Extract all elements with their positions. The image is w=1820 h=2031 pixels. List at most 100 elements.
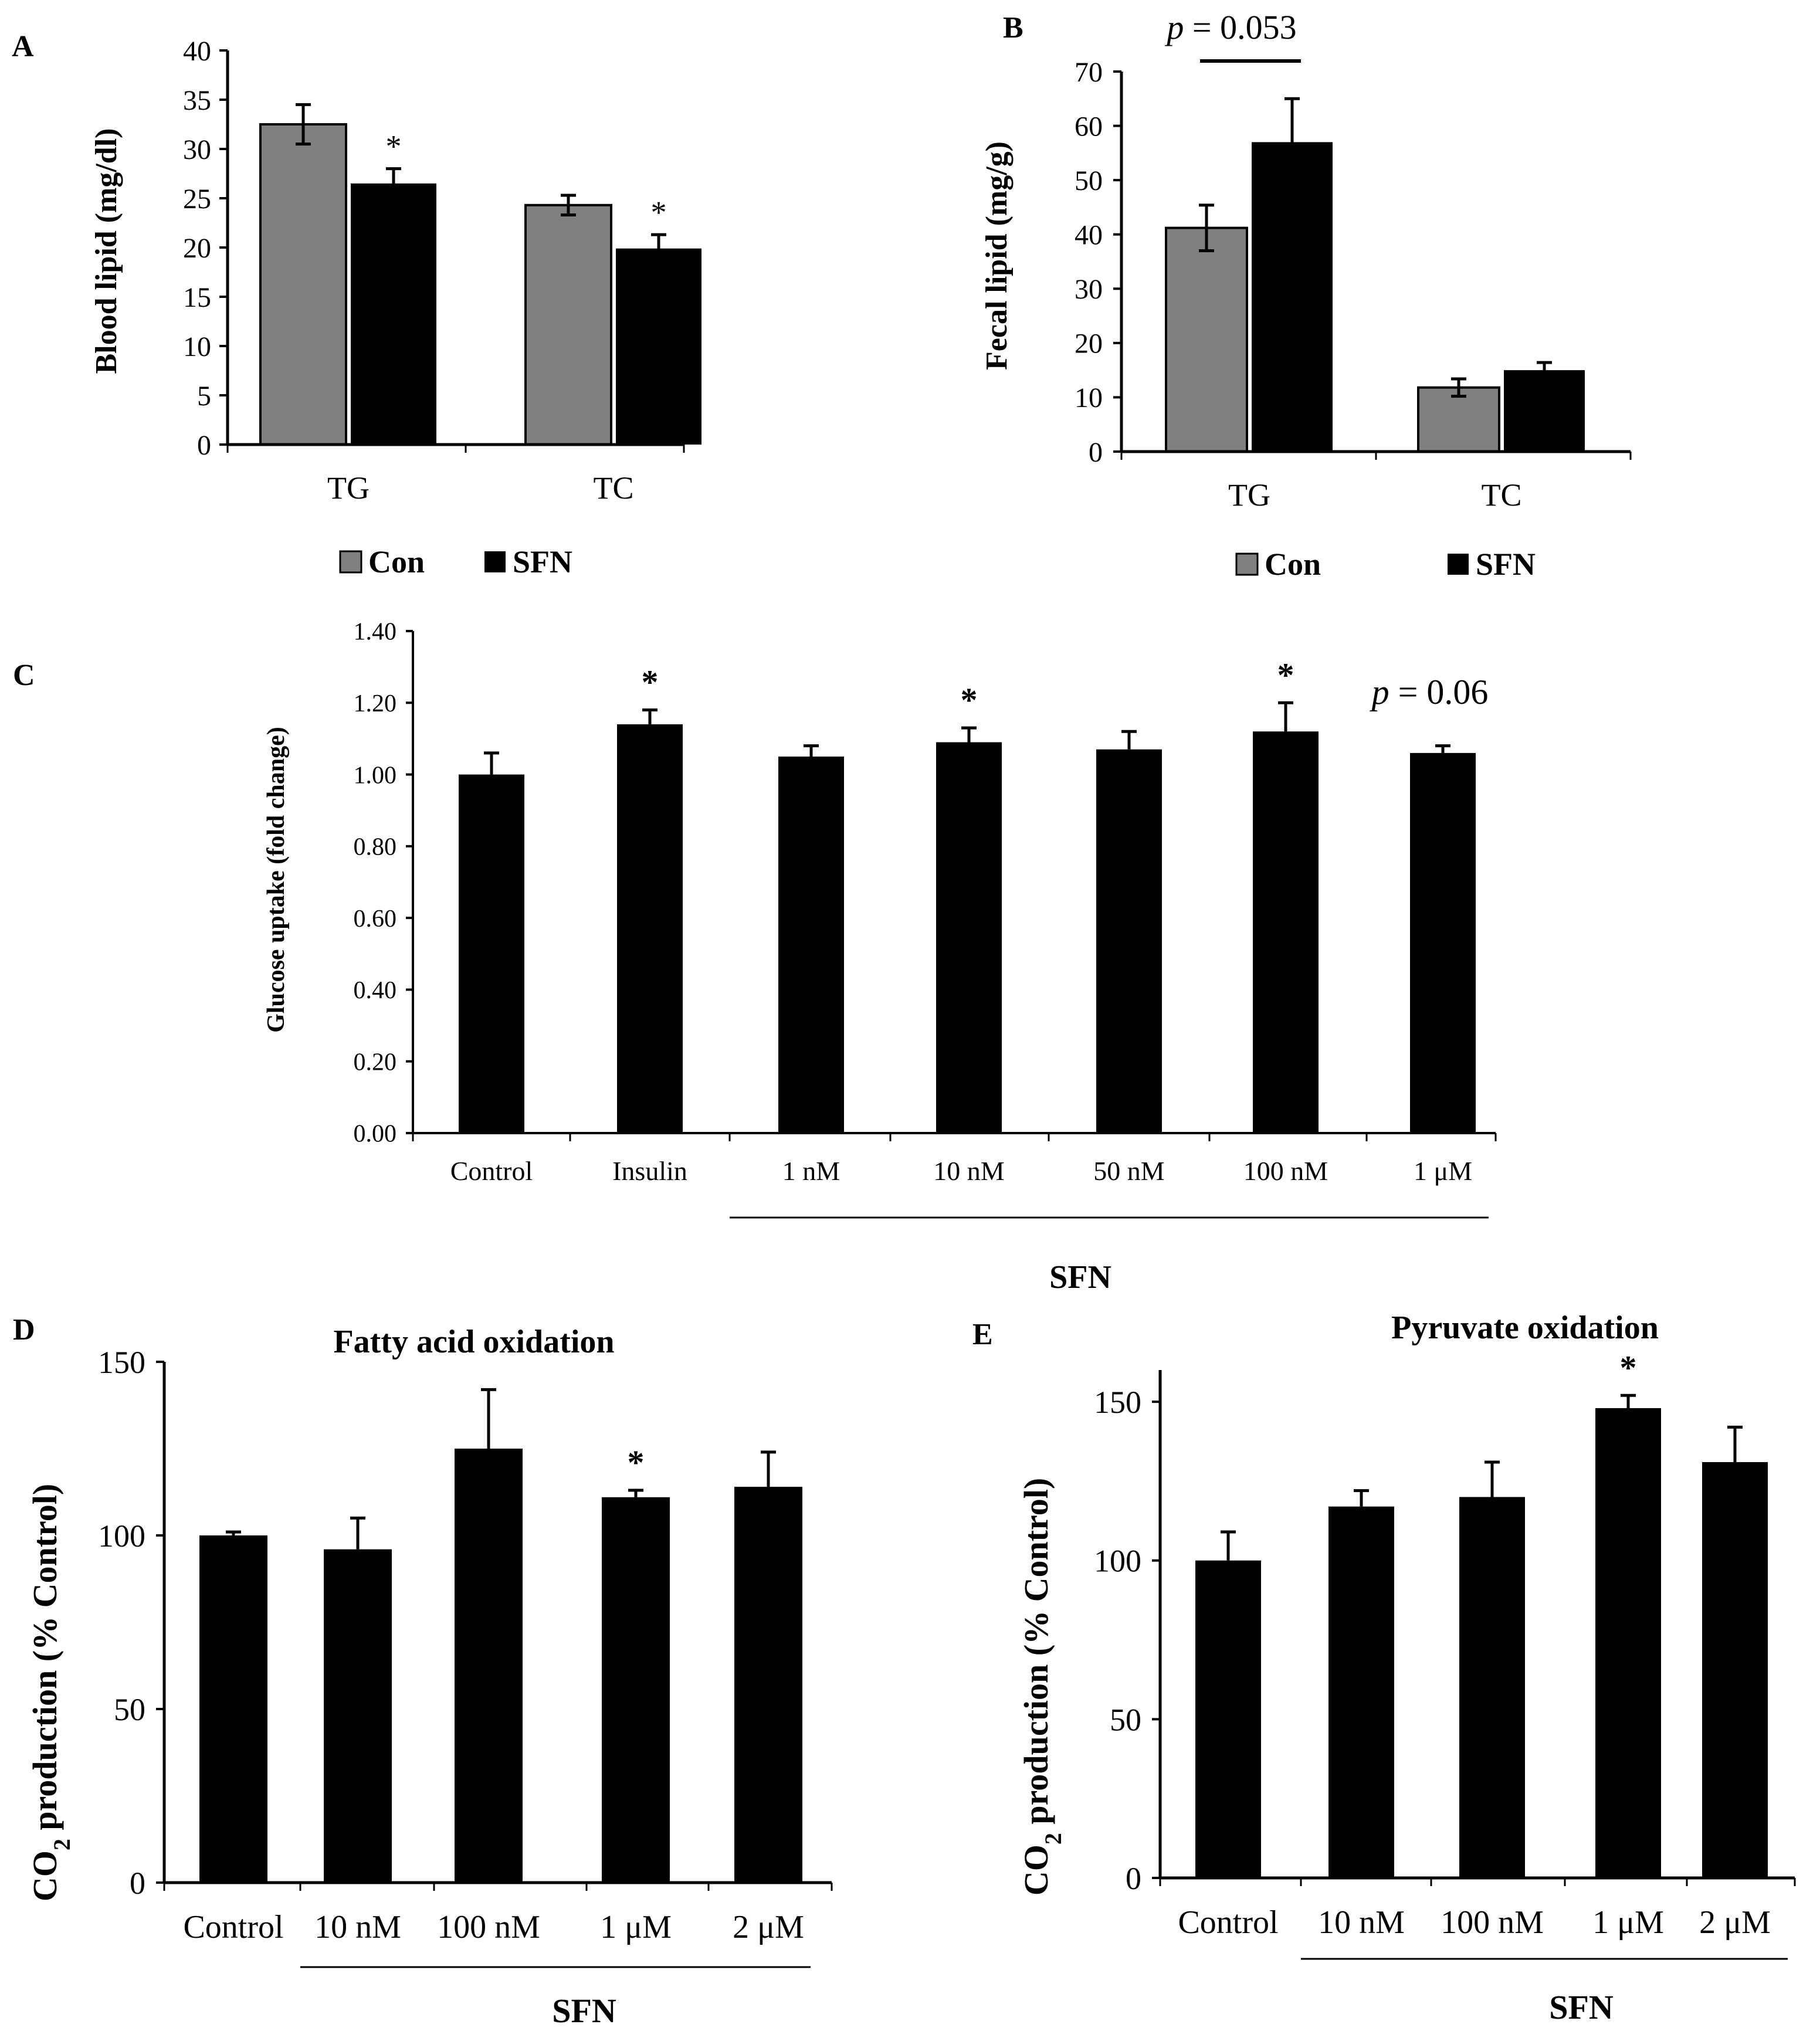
panel-e-x-category-control: Control	[1178, 1904, 1278, 1941]
panel-c-y-tick-label-6: 1.20	[354, 690, 397, 717]
panel-b-p-value: p = 0.053	[1164, 8, 1296, 46]
panel-a-star-tc: *	[651, 195, 667, 230]
panel-label-e: E	[972, 1318, 993, 1351]
panel-c-y-tick-label-7: 1.40	[354, 619, 397, 646]
panel-a-bars: **	[259, 103, 701, 446]
panel-a-bar-tg-con	[259, 123, 347, 446]
panel-a-x-category-tc: TC	[593, 470, 633, 506]
panel-c-sfn-group-label: SFN	[1049, 1259, 1111, 1296]
panel-d-x-category-100-nm: 100 nM	[437, 1909, 540, 1945]
panel-d-bar-10-nm	[324, 1549, 392, 1883]
panel-b-bars	[1165, 97, 1585, 453]
panel-a-x-categories: TG TC	[226, 445, 685, 506]
panel-c-p-value-text: = 0.06	[1389, 673, 1489, 711]
panel-b-y-ticks: 0 10 20 30 40 50 60 70	[1075, 57, 1121, 468]
panel-a-y-tick-label-5: 25	[183, 184, 211, 215]
panel-e-y-tick-label-3: 150	[1094, 1385, 1141, 1420]
panel-c-bar-1-nm	[778, 757, 844, 1133]
panel-c-x-category-1-nm: 1 nM	[782, 1156, 840, 1186]
panel-a-y-tick-label-7: 35	[183, 85, 211, 116]
panel-c-x-category-100-nm: 100 nM	[1243, 1156, 1328, 1186]
panel-d-y-axis-label: CO2 production (% Control)	[26, 1484, 75, 1901]
panel-c-bar-1-um	[1410, 752, 1476, 1133]
panel-e-y-axis-label: CO2 production (% Control)	[1017, 1478, 1066, 1896]
panel-e-x-category-100-nm: 100 nM	[1441, 1904, 1544, 1941]
panel-e-sfn-group-label: SFN	[1549, 1988, 1614, 2026]
panel-b-y-tick-label-6: 60	[1075, 111, 1103, 142]
panel-a-y-axis-label: Blood lipid (mg/dl)	[90, 128, 123, 374]
panel-c-x-category-insulin: Insulin	[612, 1156, 687, 1186]
panel-label-d: D	[13, 1313, 35, 1347]
panel-c-x-category-1-um: 1 μM	[1414, 1156, 1472, 1186]
panel-b-y-axis-label: Fecal lipid (mg/g)	[980, 141, 1014, 370]
panel-e-bar-control	[1195, 1560, 1261, 1878]
panel-e-y-ticks: 0 50 100 150	[1094, 1385, 1160, 1896]
panel-b-legend-con-label: Con	[1265, 547, 1321, 582]
panel-d-bar-control	[199, 1535, 267, 1883]
panel-a-y-tick-label-0: 0	[197, 430, 211, 461]
panel-a-blood-lipid-chart: A Blood lipid (mg/dl) 0 5 10 15 20 25 30 35 40 *…	[12, 30, 701, 579]
panel-label-b: B	[1003, 11, 1023, 45]
panel-a-bar-tg-sfn	[351, 183, 436, 445]
panel-b-y-tick-label-0: 0	[1089, 437, 1103, 468]
panel-b-bar-tg-sfn	[1252, 142, 1333, 452]
panel-a-legend-con-swatch	[339, 550, 362, 574]
panel-d-fatty-acid-oxidation-chart: D Fatty acid oxidation CO2 production (%…	[13, 1313, 833, 2030]
panel-e-pyruvate-oxidation-chart: E Pyruvate oxidation CO2 production (% C…	[972, 1310, 1796, 2026]
panel-e-x-categories: Control 10 nM 100 nM 1 μM 2 μM	[1159, 1878, 1796, 1941]
panel-b-x-categories: TG TC	[1120, 452, 1632, 513]
panel-c-p-value: p = 0.06	[1370, 673, 1489, 711]
panel-a-y-ticks: 0 5 10 15 20 25 30 35 40	[183, 36, 228, 461]
panel-c-star-insulin: *	[642, 663, 659, 701]
panel-b-p-value-p: p	[1164, 8, 1184, 46]
panel-e-bar-2-um	[1702, 1462, 1768, 1878]
panel-e-bars: *	[1195, 1348, 1768, 1878]
panel-b-bar-tc-con	[1417, 386, 1500, 453]
panel-b-legend-con-swatch	[1235, 552, 1259, 576]
panel-c-x-category-50-nm: 50 nM	[1093, 1156, 1164, 1186]
panel-a-bar-tc-sfn	[616, 248, 701, 445]
panel-e-bar-10-nm	[1328, 1506, 1394, 1878]
panel-d-title: Fatty acid oxidation	[333, 1324, 614, 1360]
panel-c-bar-100-nm	[1253, 731, 1319, 1133]
panel-b-y-tick-label-3: 30	[1075, 274, 1103, 305]
panel-d-y-tick-label-1: 50	[114, 1692, 145, 1727]
panel-e-bar-1-um	[1595, 1408, 1661, 1878]
panel-c-bar-insulin	[617, 724, 683, 1133]
panel-c-y-tick-label-0: 0.00	[354, 1121, 397, 1148]
panel-a-y-tick-label-4: 20	[183, 233, 211, 264]
panel-a-y-tick-label-1: 5	[197, 381, 211, 412]
panel-e-x-category-2-um: 2 μM	[1699, 1904, 1771, 1941]
panel-b-y-tick-label-2: 20	[1075, 328, 1103, 360]
panel-e-x-category-1-um: 1 μM	[1592, 1904, 1664, 1941]
panel-d-y-tick-label-0: 0	[130, 1866, 145, 1901]
panel-a-y-tick-label-2: 10	[183, 331, 211, 362]
panel-c-y-ticks: 0.00 0.20 0.40 0.60 0.80 1.00 1.20 1.40	[354, 619, 413, 1148]
panel-c-p-value-p: p	[1370, 673, 1389, 711]
panel-d-x-category-1-um: 1 μM	[600, 1909, 672, 1945]
panel-c-x-categories: Control Insulin 1 nM 10 nM 50 nM 100 nM 1 μM	[412, 1133, 1497, 1186]
panel-c-bars: * * *	[459, 656, 1476, 1133]
panel-c-y-tick-label-5: 1.00	[354, 762, 397, 789]
panel-b-bar-tc-sfn	[1504, 370, 1585, 452]
panel-d-x-category-10-nm: 10 nM	[314, 1909, 401, 1945]
panel-e-star-1-um: *	[1620, 1348, 1637, 1386]
panel-c-x-category-control: Control	[450, 1156, 533, 1186]
panel-d-bar-2-um	[734, 1487, 802, 1883]
panel-d-sfn-group-label: SFN	[552, 1992, 616, 2030]
panel-a-star-tg: *	[386, 129, 402, 164]
panel-c-bar-control	[459, 774, 524, 1133]
panel-a-legend-sfn-swatch	[484, 551, 506, 572]
panel-d-x-category-2-um: 2 μM	[733, 1909, 804, 1945]
panel-b-y-tick-label-4: 40	[1075, 220, 1103, 251]
panel-b-legend-sfn-swatch	[1448, 554, 1469, 575]
panel-label-a: A	[12, 30, 34, 63]
panel-e-title: Pyruvate oxidation	[1391, 1310, 1659, 1346]
panel-d-x-category-control: Control	[183, 1909, 283, 1945]
panel-a-bar-tc-con	[524, 204, 612, 446]
panel-a-y-tick-label-6: 30	[183, 134, 211, 165]
panel-c-star-100-nm: *	[1277, 656, 1294, 694]
panel-b-y-tick-label-1: 10	[1075, 382, 1103, 413]
panel-b-x-category-tc: TC	[1481, 477, 1521, 513]
